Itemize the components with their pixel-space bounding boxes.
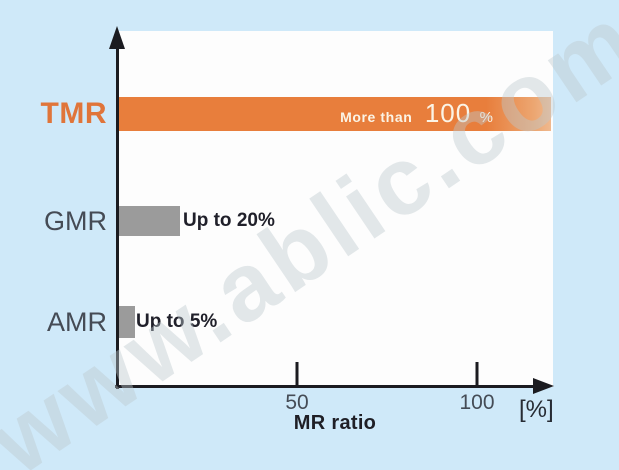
amr-bar bbox=[119, 306, 135, 338]
x-tick-100 bbox=[475, 362, 479, 385]
x-axis-title: MR ratio bbox=[293, 412, 377, 434]
category-label-tmr: TMR bbox=[40, 97, 107, 130]
x-axis-arrow-icon bbox=[533, 378, 554, 394]
x-tick-label-50: 50 bbox=[285, 391, 309, 414]
x-axis-unit-label: [%] bbox=[519, 396, 554, 423]
category-label-amr: AMR bbox=[47, 307, 107, 337]
amr-bar-annotation: Up to 5% bbox=[136, 311, 218, 332]
tmr-bar-annotation: More than 100 % bbox=[340, 98, 493, 129]
x-tick-label-100: 100 bbox=[459, 391, 495, 414]
tmr-annotation-prefix: More than bbox=[340, 108, 413, 125]
gmr-bar bbox=[119, 206, 180, 236]
tmr-bar: More than 100 % bbox=[119, 97, 551, 131]
x-tick-50 bbox=[295, 362, 299, 385]
category-label-gmr: GMR bbox=[44, 206, 107, 236]
plot-area bbox=[117, 31, 553, 387]
tmr-annotation-value: 100 bbox=[424, 97, 472, 128]
x-axis-line bbox=[115, 385, 537, 388]
y-axis-arrow-icon bbox=[109, 26, 125, 49]
gmr-bar-annotation: Up to 20% bbox=[183, 210, 275, 231]
tmr-annotation-percent-sign: % bbox=[479, 108, 493, 126]
y-axis-line bbox=[116, 44, 119, 389]
